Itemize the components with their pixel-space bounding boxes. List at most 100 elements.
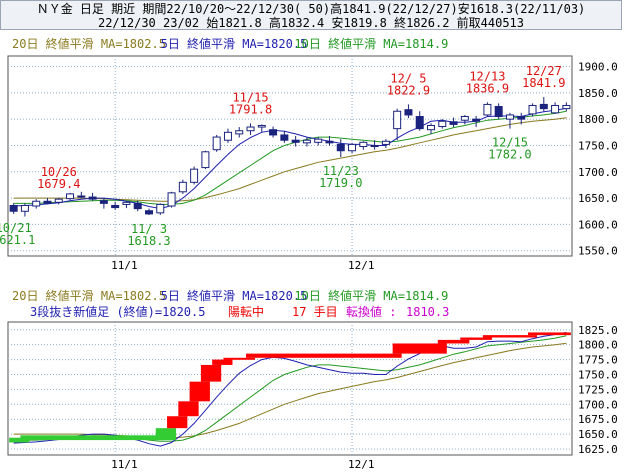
break-ytick-label: 1675.0 [578, 413, 618, 426]
low-annotation-date: 10/21 [0, 221, 32, 235]
break-brick-up [189, 381, 210, 402]
low-annotation-value: 1719.0 [319, 176, 362, 190]
break-legend-ma20: 20日 終値平滑 MA=1802.5 [12, 288, 166, 303]
break-brick-up [212, 359, 233, 365]
break-info-reversal-label: 転換値 : [346, 304, 396, 319]
header-latest-bar-line: 22/12/30 23/02 始1821.8 高1832.4 安1819.8 終… [97, 16, 524, 30]
candle-up [178, 181, 187, 193]
break-brick-down [155, 428, 177, 441]
header-summary-line: ＮＹ金 日足 期近 期間22/10/20～22/12/30( 50)高1841.… [36, 2, 586, 16]
candle-up [551, 104, 560, 114]
break-brick-up [460, 337, 492, 340]
break-brick-up [392, 343, 447, 354]
break-ytick-label: 1725.0 [578, 383, 618, 396]
break-ytick-label: 1650.0 [578, 428, 618, 441]
candle-ma20-line [13, 117, 567, 202]
candle-down [370, 144, 379, 148]
break-ma10-line [13, 335, 567, 442]
candle-up [528, 104, 537, 115]
break-brick-up [167, 416, 188, 429]
break-brick-up [178, 401, 199, 417]
candle-up [460, 116, 469, 121]
break-brick-up [246, 353, 402, 358]
candle-up [223, 131, 232, 141]
break-brick-down [9, 437, 30, 443]
candle-ytick-label: 1750.0 [578, 139, 618, 152]
candle-up [66, 193, 75, 200]
candle-up [156, 203, 165, 214]
low-annotation-date: 12/15 [492, 136, 528, 150]
break-xtick-label: 12/1 [348, 458, 375, 471]
break-info-count: 17 手目 [292, 305, 338, 319]
high-annotation-value: 1836.9 [466, 81, 509, 95]
candle-up [505, 114, 514, 120]
candle-down [539, 103, 548, 110]
break-ytick-label: 1625.0 [578, 443, 618, 456]
high-annotation-date: 12/27 [526, 64, 562, 78]
candle-down [325, 140, 334, 144]
candle-up [20, 204, 29, 212]
low-annotation-date: 11/ 3 [131, 222, 167, 236]
candle-down [43, 200, 52, 204]
candle-down [77, 195, 86, 198]
candle-ytick-label: 1850.0 [578, 87, 618, 100]
candle-down [336, 143, 345, 152]
break-ytick-label: 1700.0 [578, 398, 618, 411]
chart-area: 1550.0 1600.0 1650.0 1700.0 1750.0 1800.0 1850… [0, 36, 618, 471]
low-annotation-value: 1618.3 [127, 234, 170, 248]
break-info-reversal-value: 1810.3 [406, 305, 449, 319]
candle-down [145, 210, 153, 215]
candle-down [269, 129, 278, 136]
candle-down [88, 196, 97, 200]
candle-ytick-label: 1600.0 [578, 218, 618, 231]
candle-ytick-label: 1700.0 [578, 166, 618, 179]
candle-down [517, 116, 526, 120]
candle-up [54, 198, 63, 203]
high-annotation-date: 10/26 [41, 165, 77, 179]
high-annotation-value: 1791.8 [229, 102, 272, 116]
candle-legend-ma5: 5日 終値平滑 MA=1820.5 [161, 36, 308, 51]
low-annotation-value: 1782.0 [488, 148, 531, 162]
candle-up [167, 192, 176, 207]
candle-up [246, 126, 255, 132]
candle-up [562, 104, 571, 110]
candle-up [201, 151, 210, 169]
candle-down [291, 139, 300, 143]
candle-plot-frame [7, 55, 573, 257]
break-plot-frame [7, 321, 573, 456]
candle-up [257, 124, 266, 128]
high-annotation-date: 12/ 5 [390, 71, 426, 85]
candle-down [9, 204, 18, 212]
break-brick-up [200, 364, 222, 382]
candle-ytick-label: 1550.0 [578, 245, 618, 258]
candle-legend-ma10: 10日 終値平滑 MA=1814.9 [294, 36, 448, 51]
break-brick-up [482, 335, 538, 338]
candle-down [133, 202, 142, 210]
break-brick-up [528, 332, 571, 336]
candle-up [348, 143, 357, 152]
break-ytick-label: 1750.0 [578, 368, 618, 381]
candle-up [483, 103, 492, 116]
candle-up [427, 124, 435, 131]
candle-up [393, 110, 402, 130]
break-info-status: 陽転中 [228, 304, 264, 319]
candle-up [190, 168, 199, 183]
break-brick-down [20, 435, 165, 441]
candle-down [449, 121, 458, 125]
chart-header: ＮＹ金 日足 期近 期間22/10/20～22/12/30( 50)高1841.… [0, 0, 622, 30]
break-brick-up [223, 357, 256, 360]
candle-ytick-label: 1900.0 [578, 61, 618, 74]
break-legend-ma10: 10日 終値平滑 MA=1814.9 [294, 288, 448, 303]
candle-ma10-line [13, 110, 567, 205]
break-ma5-line [13, 331, 567, 447]
candle-up [438, 120, 447, 128]
candle-down [99, 200, 108, 204]
break-xtick-label: 11/1 [111, 458, 138, 471]
candle-ytick-label: 1650.0 [578, 192, 618, 205]
break-info-prefix: 3段抜き新値足 (終値)=1820.5 [30, 304, 205, 319]
break-ytick-label: 1800.0 [578, 339, 618, 352]
candle-legend-ma20: 20日 終値平滑 MA=1802.5 [12, 36, 166, 51]
candle-down [472, 118, 481, 122]
candle-up [359, 141, 368, 148]
candle-up [212, 136, 221, 151]
